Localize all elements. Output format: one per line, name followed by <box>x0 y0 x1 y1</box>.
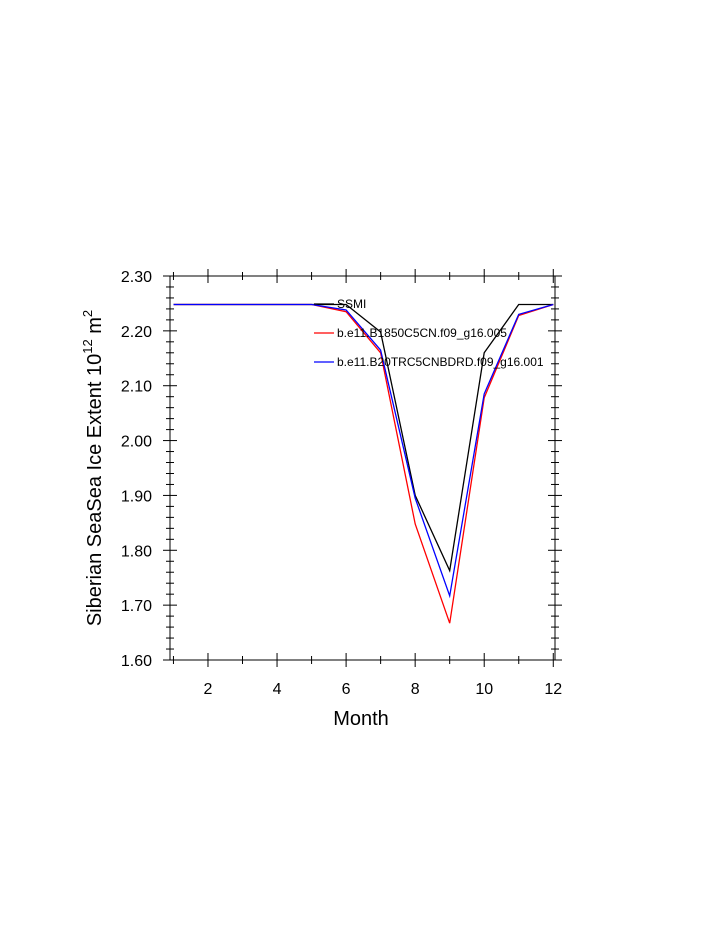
series-line <box>173 303 554 573</box>
y-tick-label: 1.90 <box>121 488 152 505</box>
y-tick-label: 2.00 <box>121 434 152 451</box>
x-tick-label: 2 <box>204 681 213 698</box>
legend-label: b.e11.B1850C5CN.f09_g16.005 <box>337 326 507 340</box>
y-axis-label-unit: m <box>84 317 106 339</box>
series-line <box>173 303 554 599</box>
plot-frame <box>169 275 556 661</box>
legend-label: SSMI <box>337 297 366 311</box>
x-tick-label: 8 <box>411 681 420 698</box>
y-axis-label-exponent-2: 2 <box>80 310 95 317</box>
y-tick-label: 1.60 <box>121 653 152 670</box>
legend: SSMI b.e11.B1850C5CN.f09_g16.005 b.e11.B20… <box>314 297 544 369</box>
y-axis-label-exponent-1: 12 <box>80 339 95 353</box>
legend-label: b.e11.B20TRC5CNBDRD.f09_g16.001 <box>337 355 544 369</box>
y-axis-label: Siberian SeaSea Ice Extent 1012 m2 <box>80 310 106 626</box>
y-tick-label: 2.20 <box>121 324 152 341</box>
tick-labels: 1.60 1.70 1.80 1.90 2.00 2.10 2.20 2.30 2 4 6 8 10 12 <box>121 269 562 698</box>
series-line <box>173 303 554 624</box>
x-tick-label: 4 <box>273 681 282 698</box>
series-lines <box>173 303 554 624</box>
y-tick-label: 1.80 <box>121 543 152 560</box>
y-axis-label-main: Siberian SeaSea Ice Extent 10 <box>84 354 106 626</box>
y-tick-label: 1.70 <box>121 598 152 615</box>
y-tick-label: 2.10 <box>121 379 152 396</box>
x-tick-label: 12 <box>544 681 562 698</box>
x-tick-label: 10 <box>475 681 493 698</box>
x-tick-label: 6 <box>342 681 351 698</box>
y-tick-label: 2.30 <box>121 269 152 286</box>
x-axis-label: Month <box>333 708 389 730</box>
